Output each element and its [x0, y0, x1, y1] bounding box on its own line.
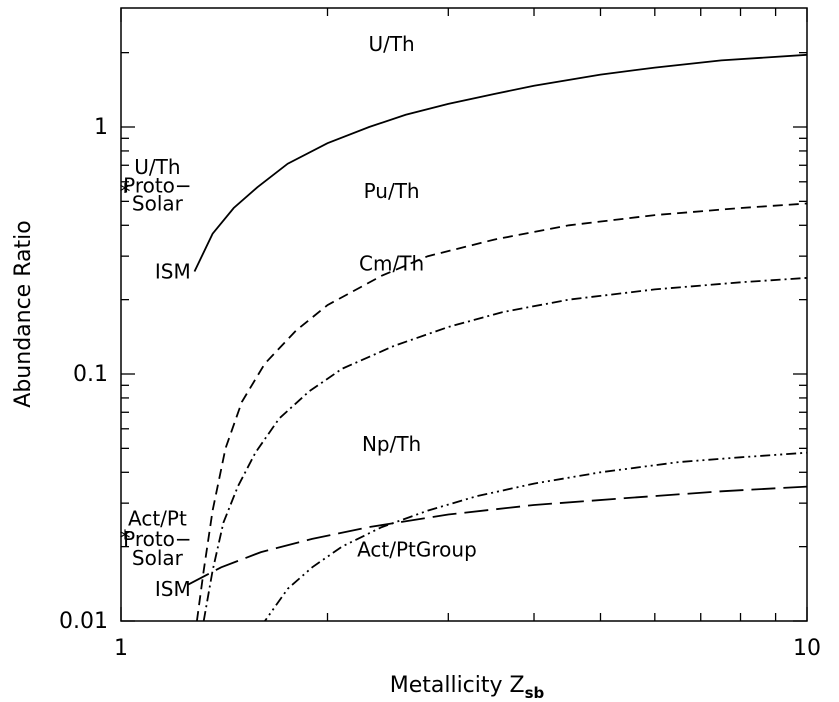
plot-frame [120, 7, 808, 622]
annotation-label: Proto− [123, 527, 192, 551]
annotation-label: U/Th [368, 32, 414, 56]
series-line-pu-th [196, 202, 807, 621]
x-tick-label: 10 [793, 636, 821, 661]
proto-solar-marker: * [120, 180, 131, 205]
x-tick-label: 1 [114, 636, 128, 661]
annotation-label: U/Th [134, 155, 180, 179]
annotation-label: Solar [132, 192, 184, 216]
y-tick-label: 0.01 [59, 609, 108, 634]
series-line-np-th [263, 451, 807, 621]
annotation-layer: U/Th Pu/Th Cm/Th Np/Th Act/PtGroup ISM ISM U/Th… [120, 32, 477, 601]
series-line-cm-th [202, 277, 807, 621]
x-axis-title: Metallicity Zsb [390, 673, 545, 702]
annotation-label: Cm/Th [359, 252, 424, 276]
x-axis-title-subscript: sb [525, 684, 545, 702]
y-tick-label: 1 [94, 115, 108, 140]
annotation-label: Np/Th [362, 432, 421, 456]
series-layer [187, 53, 807, 621]
annotation-label: Act/Pt [128, 507, 187, 531]
y-tick-label: 0.1 [73, 362, 108, 387]
annotation-label: Solar [132, 546, 184, 570]
axis-tick-labels: 1 10 0.01 0.1 1 [59, 115, 821, 661]
axis-ticks [120, 8, 808, 622]
series-line-act-ptgroup [187, 485, 807, 586]
annotation-label: ISM [155, 577, 191, 601]
x-axis-title-main: Metallicity Z [390, 673, 525, 698]
proto-solar-marker: * [120, 527, 131, 552]
annotation-label: Pu/Th [364, 179, 420, 203]
annotation-label: Proto− [123, 173, 192, 197]
y-axis-title: Abundance Ratio [11, 220, 36, 407]
annotation-label: ISM [155, 260, 191, 284]
annotation-label: Act/PtGroup [357, 537, 477, 561]
series-line-u-th [193, 53, 807, 272]
